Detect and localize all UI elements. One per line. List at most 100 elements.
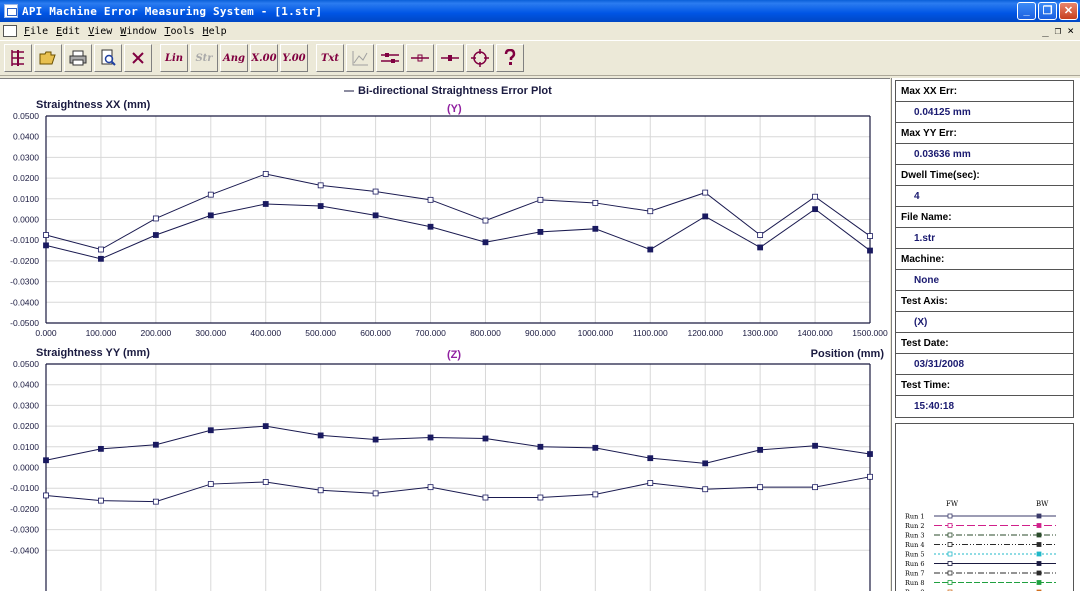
- data-point-bw: [867, 247, 873, 254]
- data-point-fw: [812, 484, 818, 491]
- data-point-bw: [537, 229, 544, 235]
- data-point-bw: [152, 441, 159, 448]
- y-tick-label: -0.0200: [10, 504, 39, 514]
- legend-bw-marker: [1036, 513, 1042, 519]
- y-tick-label: 0.0400: [13, 132, 39, 142]
- mdi-minimize-button[interactable]: _: [1042, 24, 1049, 37]
- data-point-fw: [647, 208, 654, 215]
- target-button[interactable]: [466, 44, 494, 72]
- legend-fw-marker: [947, 523, 953, 528]
- y-tick-label: 0.0100: [13, 442, 39, 452]
- minimize-button[interactable]: _: [1017, 2, 1036, 20]
- help-icon: [504, 49, 516, 65]
- x-tick-label: 1500.000: [852, 328, 888, 338]
- maximize-button[interactable]: ❐: [1038, 2, 1057, 20]
- y-tick-label: 0.0200: [13, 173, 39, 183]
- legend-run-label: Run 4: [905, 541, 924, 549]
- window-title: API Machine Error Measuring System - [1.…: [22, 4, 323, 18]
- menu-window[interactable]: Window: [120, 25, 157, 37]
- graph-button[interactable]: [346, 44, 374, 72]
- info-label: Test Time:: [896, 375, 1073, 396]
- toolbar: Lin Str Ang X.00 Y.00 Txt: [0, 40, 1080, 76]
- legend-run-label: Run 6: [905, 560, 924, 568]
- legend-bw-marker: [1036, 580, 1042, 585]
- x-tick-label: 800.000: [470, 328, 501, 338]
- info-value: 15:40:18: [914, 401, 955, 412]
- linear-button[interactable]: Lin: [160, 44, 188, 72]
- angular-button[interactable]: Ang: [220, 44, 248, 72]
- mdi-close-button[interactable]: ×: [1067, 24, 1074, 37]
- info-value: None: [896, 270, 1073, 291]
- info-label: Test Axis:: [896, 291, 1073, 312]
- info-value: 4: [896, 186, 1073, 207]
- x-tick-label: 0.000: [35, 328, 57, 338]
- window-controls: _ ❐ ✕: [1017, 2, 1078, 20]
- bottom-axis-tag: (Z): [447, 349, 461, 361]
- menu-bar: File Edit View Window Tools Help _ ❐ ×: [0, 22, 1080, 40]
- legend-fw-marker: [947, 570, 953, 576]
- data-point-bw: [757, 447, 764, 453]
- menu-help[interactable]: Help: [202, 25, 227, 37]
- data-point-fw: [427, 484, 434, 491]
- series-line-bw: [45, 425, 871, 464]
- top-axis-tag: (Y): [447, 103, 462, 115]
- x-axis-label: Position (mm): [811, 348, 885, 360]
- menu-view[interactable]: View: [88, 25, 113, 37]
- legend-run-label: Run 5: [905, 551, 924, 559]
- chart-area: Bi-directional Straightness Error Plot S…: [0, 78, 890, 591]
- title-bar[interactable]: API Machine Error Measuring System - [1.…: [0, 0, 1080, 22]
- data-point-fw: [812, 193, 818, 200]
- print-button[interactable]: [64, 44, 92, 72]
- data-point-fw: [427, 196, 434, 203]
- legend-fw-marker: [947, 561, 953, 566]
- y-format-button[interactable]: Y.00: [280, 44, 308, 72]
- data-point-fw: [757, 232, 764, 238]
- info-box: Max XX Err: 0.04125 mm Max YY Err: 0.03636 …: [895, 80, 1074, 418]
- info-label: Max XX Err:: [896, 81, 1073, 102]
- data-point-bw: [647, 246, 654, 253]
- data-point-fw: [262, 171, 269, 177]
- open-button[interactable]: [34, 44, 62, 72]
- straightness-plot: Bi-directional Straightness Error Plot S…: [10, 85, 888, 591]
- series-line-fw: [45, 476, 871, 503]
- document-icon[interactable]: [3, 25, 17, 37]
- y-tick-label: 0.0300: [13, 400, 39, 410]
- mdi-restore-button[interactable]: ❐: [1054, 24, 1062, 37]
- menu-file[interactable]: File: [24, 25, 49, 37]
- data-point-fw: [537, 196, 544, 203]
- data-point-bw: [427, 223, 434, 230]
- data-point-fw: [43, 492, 49, 499]
- data-point-fw: [867, 233, 873, 239]
- sliders-button[interactable]: [376, 44, 404, 72]
- data-point-fw: [98, 497, 104, 504]
- axis-setup-button[interactable]: [4, 44, 32, 72]
- help-button[interactable]: [496, 44, 524, 72]
- info-value: 03/31/2008: [896, 354, 1073, 375]
- folder-open-icon: [39, 51, 56, 65]
- data-point-bw: [372, 436, 379, 443]
- text-button[interactable]: Txt: [316, 44, 344, 72]
- line-filled-marker-button[interactable]: [436, 44, 464, 72]
- straightness-button[interactable]: Str: [190, 44, 218, 72]
- x-tick-label: 1300.000: [742, 328, 778, 338]
- x-tick-label: 600.000: [360, 328, 391, 338]
- data-point-bw: [207, 212, 214, 219]
- top-ylabel: Straightness XX (mm): [36, 99, 151, 111]
- legend-run-label: Run 3: [905, 532, 924, 540]
- print-preview-button[interactable]: [94, 44, 122, 72]
- y-tick-label: -0.0300: [10, 525, 39, 535]
- delete-button[interactable]: [124, 44, 152, 72]
- y-tick-label: -0.0100: [10, 235, 39, 245]
- x-format-button[interactable]: X.00: [250, 44, 278, 72]
- menu-edit[interactable]: Edit: [56, 25, 81, 37]
- close-button[interactable]: ✕: [1059, 2, 1078, 20]
- y-tick-label: 0.0000: [13, 463, 39, 473]
- app-icon[interactable]: [4, 4, 18, 18]
- data-point-bw: [152, 232, 159, 238]
- data-point-fw: [757, 484, 764, 491]
- line-marker-button[interactable]: [406, 44, 434, 72]
- x-tick-label: 300.000: [195, 328, 226, 338]
- y-tick-label: -0.0500: [10, 318, 39, 328]
- menu-tools[interactable]: Tools: [164, 25, 195, 37]
- data-point-fw: [372, 490, 379, 497]
